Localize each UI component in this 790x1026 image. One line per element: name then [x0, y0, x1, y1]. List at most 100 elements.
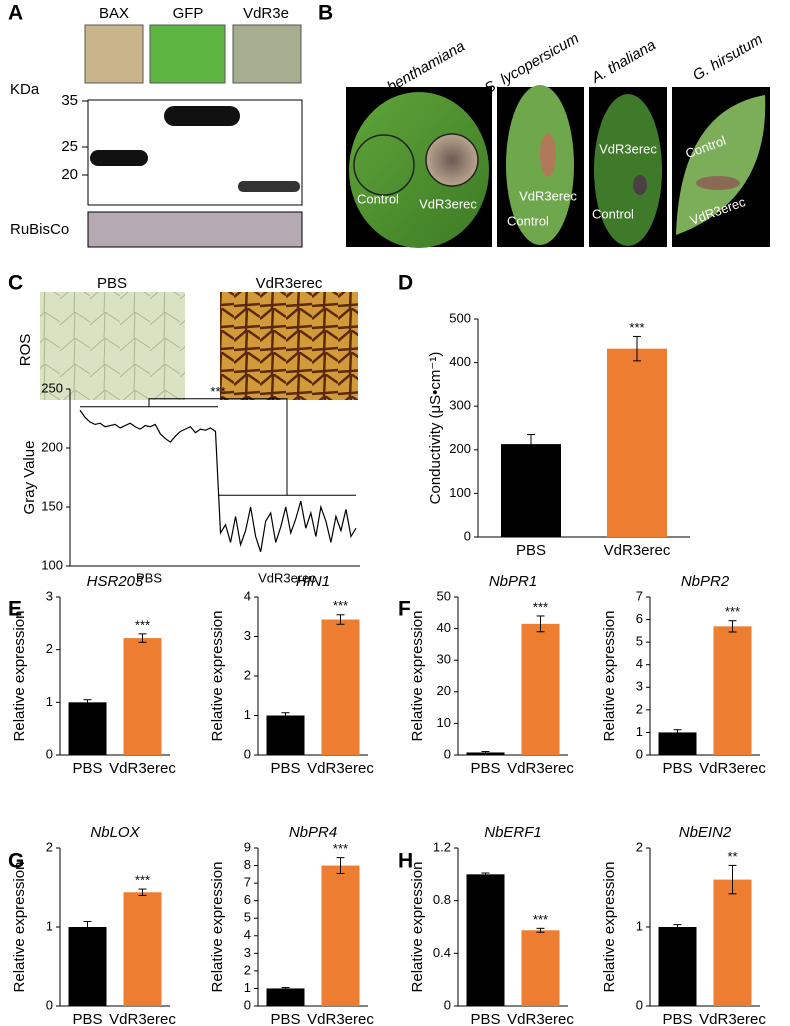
y-tick-label: 1: [244, 707, 251, 722]
column-label: PBS: [97, 275, 127, 292]
x-tick-label: PBS: [270, 1011, 300, 1026]
y-tick-label: 200: [449, 441, 471, 456]
y-tick-label: 7: [244, 875, 251, 890]
x-tick-label: PBS: [470, 1011, 500, 1026]
y-tick-label: 2: [46, 641, 53, 656]
leaf-photo: [232, 24, 302, 84]
bar: [607, 348, 667, 537]
significance: ***: [210, 384, 225, 399]
marker-label: 35: [61, 92, 78, 109]
y-tick-label: 250: [41, 380, 63, 395]
bar: [658, 927, 697, 1006]
y-tick-label: 3: [244, 945, 251, 960]
y-axis-label: Relative expression: [209, 862, 226, 993]
marker-label: 20: [61, 166, 78, 183]
band: [90, 150, 148, 166]
bracket: [148, 398, 288, 496]
y-tick-label: 4: [244, 927, 251, 942]
x-tick-label: PBS: [662, 1011, 692, 1026]
chart-title: NbPR1: [489, 573, 537, 590]
bar: [266, 715, 305, 755]
necrosis: [633, 175, 647, 195]
y-tick-label: 6: [244, 892, 251, 907]
significance: ***: [135, 617, 150, 632]
y-tick-label: 5: [244, 910, 251, 925]
y-tick-label: 300: [449, 398, 471, 413]
leaf: [594, 94, 662, 246]
y-axis-label: Relative expression: [409, 862, 426, 993]
x-tick-label: VdR3erec: [507, 760, 574, 777]
y-tick-label: 400: [449, 354, 471, 369]
panel-label: D: [398, 272, 413, 295]
bar: [321, 865, 360, 1006]
leaf: [349, 92, 489, 248]
y-tick-label: 6: [636, 611, 643, 626]
x-tick-label: PBS: [470, 760, 500, 777]
y-tick-label: 0: [244, 746, 251, 761]
leaf: [506, 85, 574, 245]
y-tick-label: 0: [444, 997, 451, 1012]
necrosis: [425, 133, 479, 187]
leaf: [676, 95, 766, 235]
y-tick-label: 8: [244, 857, 251, 872]
column-label: VdR3erec: [256, 275, 323, 292]
y-tick-label: 30: [437, 652, 451, 667]
x-tick-label: VdR3erec: [109, 760, 176, 777]
x-tick-label: VdR3erec: [307, 1011, 374, 1026]
y-tick-label: 3: [46, 588, 53, 603]
significance: ***: [629, 320, 644, 335]
y-tick-label: 4: [244, 588, 251, 603]
bar: [521, 623, 560, 755]
y-tick-label: 20: [437, 683, 451, 698]
y-tick-label: 1.2: [433, 839, 451, 854]
leaf-label: Control: [507, 213, 549, 228]
lane-label: GFP: [173, 5, 204, 22]
y-axis-label: Relative expression: [209, 611, 226, 742]
significance: **: [727, 849, 737, 864]
significance: ***: [725, 604, 740, 619]
y-tick-label: 2: [46, 839, 53, 854]
loading-label: RuBisCo: [10, 221, 69, 238]
bar: [68, 927, 107, 1006]
y-tick-label: 1: [636, 724, 643, 739]
panel-label: A: [8, 2, 23, 25]
leaf-label: Control: [592, 206, 634, 221]
y-tick-label: 10: [437, 715, 451, 730]
y-tick-label: 1: [636, 918, 643, 933]
y-tick-label: 100: [449, 485, 471, 500]
panel-label: C: [8, 272, 23, 295]
y-tick-label: 1: [244, 980, 251, 995]
y-tick-label: 0: [464, 528, 471, 543]
panel-label: H: [398, 850, 413, 873]
chart-title: HIN1: [296, 573, 330, 590]
significance: ***: [533, 912, 548, 927]
chart-title: NbPR4: [289, 824, 337, 841]
x-tick-label: VdR3erec: [699, 1011, 766, 1026]
y-tick-label: 200: [41, 439, 63, 454]
leaf-label: VdR3erec: [599, 141, 657, 156]
x-tick-label: VdR3erec: [258, 570, 316, 585]
ros-image: [220, 292, 358, 400]
y-tick-label: 500: [449, 310, 471, 325]
bar: [321, 619, 360, 755]
y-axis-label: Relative expression: [601, 862, 618, 993]
y-axis-label: Relative expression: [601, 611, 618, 742]
y-axis-label: Relative expression: [409, 611, 426, 742]
bar: [123, 638, 162, 755]
y-tick-label: 50: [437, 588, 451, 603]
bar: [266, 988, 305, 1006]
significance: ***: [533, 599, 548, 614]
y-tick-label: 0.8: [433, 892, 451, 907]
panel-label: B: [318, 2, 333, 25]
panel-label: G: [8, 850, 24, 873]
chart-title: NbLOX: [90, 824, 140, 841]
y-tick-label: 1: [46, 918, 53, 933]
x-tick-label: VdR3erec: [507, 1011, 574, 1026]
chart-title: HSR203: [87, 573, 144, 590]
x-tick-label: VdR3erec: [109, 1011, 176, 1026]
x-tick-label: PBS: [72, 760, 102, 777]
band: [238, 181, 300, 192]
necrosis: [540, 133, 556, 177]
panel-label: E: [8, 598, 22, 621]
x-tick-label: VdR3erec: [699, 760, 766, 777]
